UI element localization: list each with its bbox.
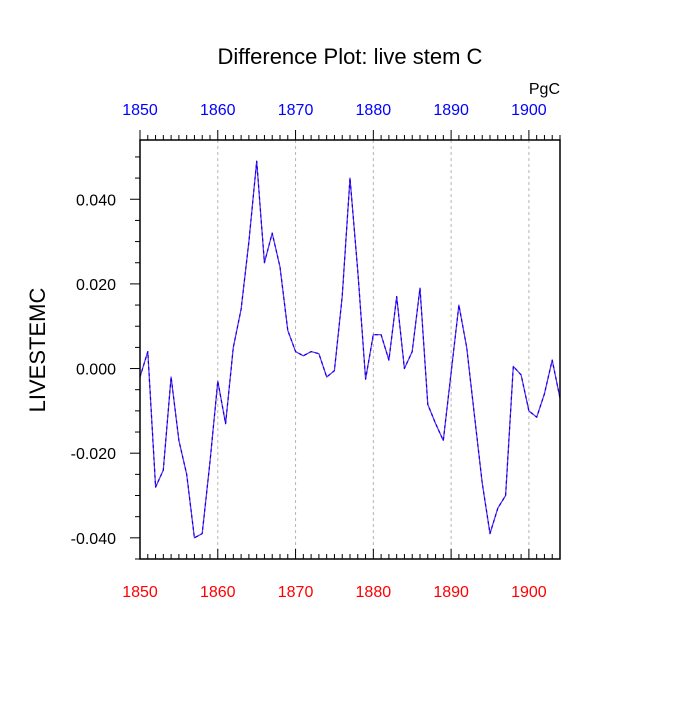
x-tick-label-top-1870: 1870: [278, 102, 314, 119]
x-tick-label-bottom-1890: 1890: [433, 584, 469, 601]
y-tick-label-0.040: 0.040: [76, 192, 116, 209]
x-tick-label-top-1880: 1880: [356, 102, 392, 119]
x-tick-label-bottom-1870: 1870: [278, 584, 314, 601]
y-tick-label--0.040: -0.040: [71, 531, 116, 548]
y-axis-label: LIVESTEMC: [25, 288, 50, 413]
chart-title: Difference Plot: live stem C: [218, 44, 483, 69]
grid-lines: [217, 140, 530, 559]
x-tick-label-bottom-1850: 1850: [122, 584, 158, 601]
x-tick-label-bottom-1900: 1900: [511, 584, 547, 601]
x-tick-label-top-1850: 1850: [122, 102, 158, 119]
x-tick-label-bottom-1860: 1860: [200, 584, 236, 601]
x-tick-label-top-1860: 1860: [200, 102, 236, 119]
axis-ticks: [130, 130, 561, 560]
x-tick-label-bottom-1880: 1880: [356, 584, 392, 601]
y-tick-label--0.020: -0.020: [71, 446, 116, 463]
units-label: PgC: [529, 81, 560, 98]
x-tick-label-top-1900: 1900: [511, 102, 547, 119]
series-layer: [139, 160, 561, 539]
series-dash-overlay-0: [139, 160, 561, 539]
tick-labels: 1850 1850 1860 1860 1870 1870 1880 1880 1890 1890…: [71, 102, 547, 601]
y-tick-label-0.000: 0.000: [76, 362, 116, 379]
y-tick-label-0.020: 0.020: [76, 277, 116, 294]
x-tick-label-top-1890: 1890: [433, 102, 469, 119]
